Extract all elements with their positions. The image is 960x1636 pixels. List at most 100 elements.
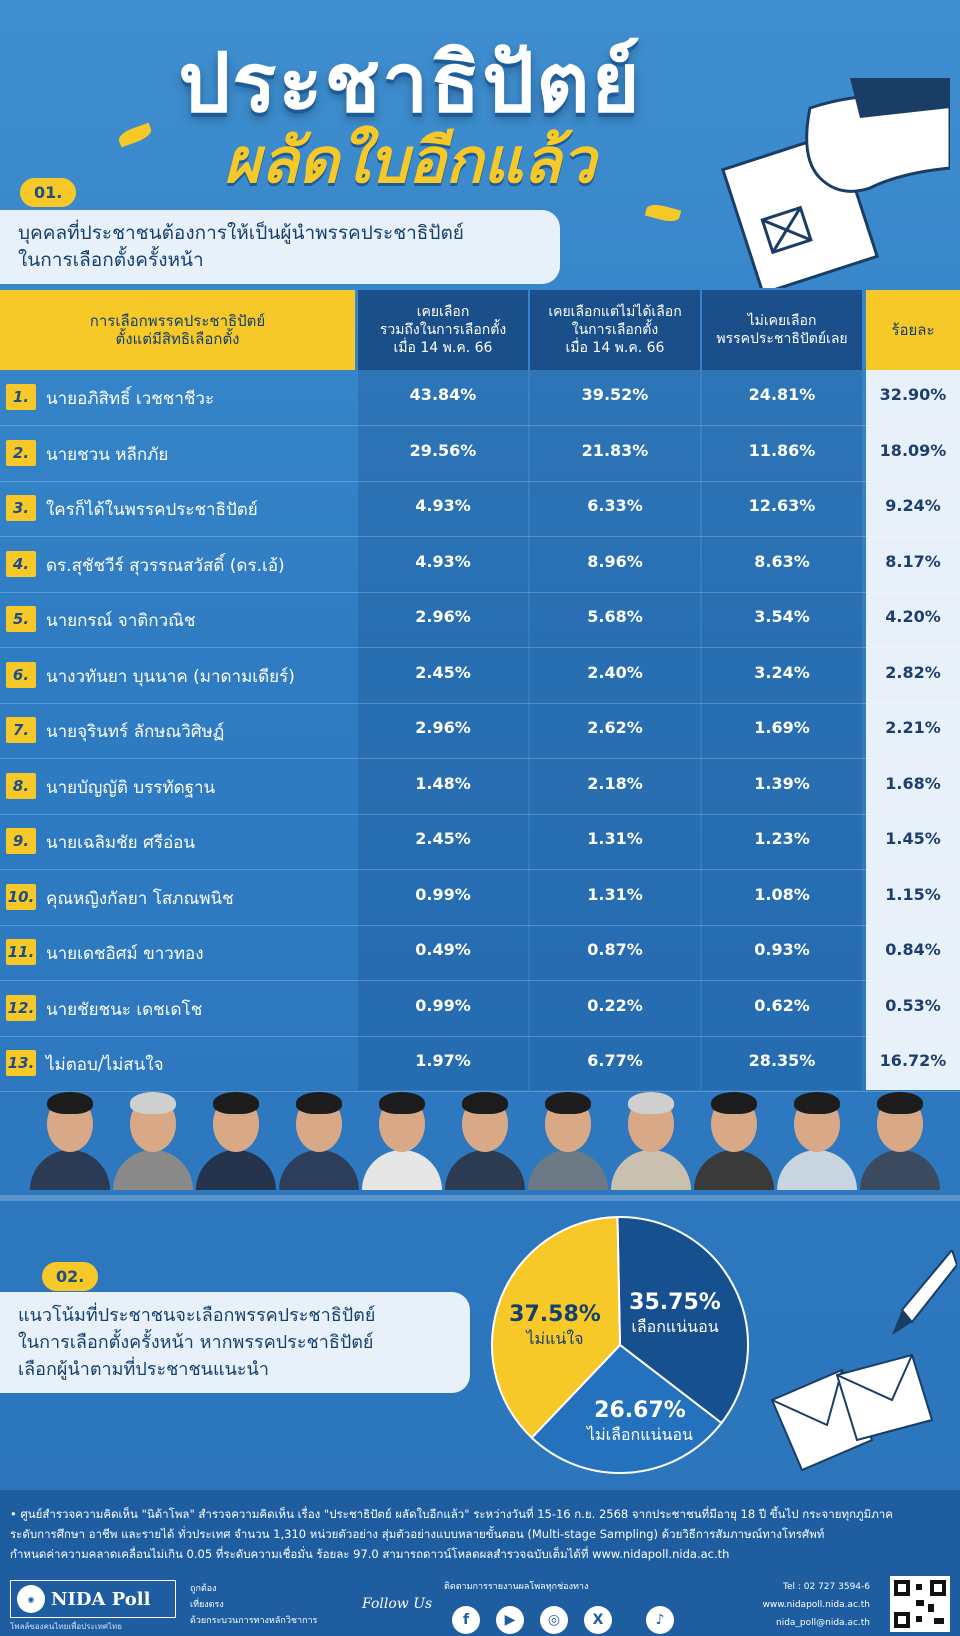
row-value-col-4: 2.82% (885, 662, 941, 682)
row-divider (0, 1035, 960, 1037)
row-value-col-3: 28.35% (748, 1051, 816, 1070)
candidate-photo (855, 1086, 945, 1190)
facebook-icon[interactable]: f (452, 1606, 480, 1634)
qr-code-icon (894, 1580, 946, 1628)
section-divider (0, 1195, 960, 1201)
row-value-col-4: 8.17% (885, 551, 941, 571)
header-col-1: เคยเลือก รวมถึงในการเลือกตั้ง เมื่อ 14 พ.ค… (358, 290, 528, 370)
candidate-photo (689, 1086, 779, 1190)
row-value-col-1: 2.45% (415, 662, 471, 682)
motto-2: เที่ยงตรง (190, 1600, 224, 1610)
table-row: 6. นางวทันยา บุนนาค (มาดามเดียร์) 2.45% 2.4… (0, 648, 960, 704)
row-divider (0, 924, 960, 926)
nida-poll-logo[interactable]: ◉ NIDA Poll (10, 1580, 176, 1618)
row-value-col-3: 3.24% (754, 662, 810, 682)
row-value-col-1: 1.48% (415, 773, 471, 793)
col-4-bg (866, 370, 960, 1090)
pie-label-unsure-value: 37.58% (509, 1302, 601, 1327)
table-row: 1. นายอภิสิทธิ์ เวชชาชีวะ 43.84% 39.52% 24.8… (0, 370, 960, 426)
header-col-3: ไม่เคยเลือก พรรคประชาธิปัตย์เลย (702, 290, 862, 370)
row-rank: 9. (6, 828, 36, 854)
row-value-col-4: 18.09% (879, 440, 947, 460)
row-name: ดร.สุชัชวีร์ สุวรรณสวัสดิ์ (ดร.เอ้) (46, 555, 285, 576)
section-1-line-1: บุคคลที่ประชาชนต้องการให้เป็นผู้นำพรรคปร… (18, 222, 464, 244)
row-value-col-3: 0.93% (754, 940, 810, 959)
table-row: 7. นายจุรินทร์ ลักษณวิศิษฏ์ 2.96% 2.62% 1.69… (0, 703, 960, 759)
row-value-col-2: 0.87% (587, 940, 643, 959)
photo-body (694, 1150, 774, 1190)
row-divider (0, 869, 960, 870)
row-value-col-2: 1.31% (587, 829, 643, 848)
survey-note-line-2: ระดับการศึกษา อาชีพ และรายได้ ทั่วประเทศ… (10, 1527, 825, 1541)
row-value-col-4: 0.84% (885, 940, 941, 959)
qr-code[interactable] (890, 1576, 950, 1632)
header-col-1-line-3: เมื่อ 14 พ.ค. 66 (393, 340, 493, 356)
nida-seal-icon: ◉ (17, 1585, 45, 1613)
follow-note: ติดตามการรายงานผลโพลทุกช่องทาง (444, 1582, 589, 1592)
row-rank: 10. (6, 883, 36, 910)
pie-label-unsure-text: ไม่แน่ใจ (526, 1329, 584, 1348)
table-row: 9. นายเฉลิมชัย ศรีอ่อน 2.45% 1.31% 1.23% 1.45… (0, 814, 960, 870)
pie-label-sure: 35.75% เลือกแน่นอน (615, 1290, 735, 1340)
row-name: นายชัยชนะ เดชเดโช (46, 999, 203, 1020)
row-value-col-4: 1.45% (885, 829, 941, 848)
row-value-col-2: 2.40% (587, 662, 643, 682)
candidate-photo (357, 1086, 447, 1190)
envelope-pencil-illustration (770, 1250, 957, 1472)
row-name: นายชวน หลีกภัย (46, 444, 169, 465)
section-2-line-2: ในการเลือกตั้งครั้งหน้า หากพรรคประชาธิปั… (18, 1332, 374, 1353)
row-divider (0, 702, 960, 704)
header-left-line-2: ตั้งแต่มีสิทธิเลือกตั้ง (115, 330, 240, 348)
row-name: นายจุรินทร์ ลักษณวิศิษฏ์ (46, 722, 225, 742)
candidate-photo (25, 1086, 115, 1190)
logo-text: NIDA Poll (51, 1588, 151, 1610)
pie-label-no-value: 26.67% (594, 1398, 686, 1423)
section-2-line-3: เลือกผู้นำตามที่ประชาชนแนะนำ (18, 1359, 269, 1380)
row-rank: 8. (6, 772, 36, 799)
ballot-hand-illustration (720, 78, 950, 288)
row-value-col-4: 1.68% (885, 773, 941, 793)
row-value-col-2: 8.96% (587, 551, 643, 571)
row-name: นายเฉลิมชัย ศรีอ่อน (46, 833, 196, 853)
row-value-col-3: 8.63% (754, 551, 810, 571)
instagram-icon[interactable]: ◎ (540, 1606, 568, 1634)
candidate-photo (440, 1086, 530, 1190)
header-col-2: เคยเลือกแต่ไม่ได้เลือก ในการเลือกตั้ง เมื่… (530, 290, 700, 370)
table-row: 12. นายชัยชนะ เดชเดโช 0.99% 0.22% 0.62% 0.53% (0, 981, 960, 1037)
photo-body (611, 1150, 691, 1190)
header-col-4: ร้อยละ (866, 290, 960, 370)
row-name: ไม่ตอบ/ไม่สนใจ (46, 1055, 164, 1075)
follow-us: Follow Us (362, 1596, 433, 1612)
row-value-col-3: 3.54% (754, 607, 810, 626)
youtube-icon[interactable]: ▶ (496, 1606, 524, 1634)
section-1-heading: บุคคลที่ประชาชนต้องการให้เป็นผู้นำพรรคปร… (0, 210, 560, 284)
tiktok-icon[interactable]: ♪ (646, 1606, 674, 1634)
pie-slice-sure (616, 1216, 749, 1425)
section-1-number: 01. (20, 178, 77, 207)
photo-hair (47, 1092, 93, 1114)
row-value-col-1: 0.99% (415, 884, 471, 904)
contact-email[interactable]: nida_poll@nida.ac.th (775, 1618, 870, 1628)
row-divider (0, 425, 960, 426)
row-name: คุณหญิงกัลยา โสภณพนิช (46, 888, 234, 909)
row-value-col-3: 12.63% (748, 496, 816, 515)
header-col-1-line-2: รวมถึงในการเลือกตั้ง (379, 322, 507, 338)
row-value-col-3: 0.62% (754, 995, 810, 1015)
sub-title: ผลัดใบอีกแล้ว (224, 124, 596, 197)
x-icon[interactable]: X (584, 1606, 612, 1634)
row-divider (0, 758, 960, 759)
photo-hair (379, 1092, 425, 1114)
candidate-photo (108, 1086, 198, 1190)
row-value-col-2: 6.33% (587, 496, 643, 515)
row-value-col-3: 24.81% (748, 385, 816, 404)
photo-hair (794, 1092, 840, 1114)
photo-body (196, 1150, 276, 1190)
row-value-col-1: 2.45% (415, 829, 471, 848)
row-name: นายบัญญัติ บรรทัดฐาน (46, 777, 216, 798)
table-row: 10. คุณหญิงกัลยา โสภณพนิช 0.99% 1.31% 1.08% 1… (0, 870, 960, 926)
pie-label-no: 26.67% ไม่เลือกแน่นอน (575, 1398, 705, 1448)
header-left: การเลือกพรรคประชาธิปัตย์ ตั้งแต่มีสิทธิเล… (0, 290, 355, 370)
row-value-col-1: 2.96% (415, 718, 471, 737)
row-value-col-2: 2.18% (587, 773, 643, 793)
contact-web[interactable]: www.nidapoll.nida.ac.th (762, 1600, 870, 1610)
